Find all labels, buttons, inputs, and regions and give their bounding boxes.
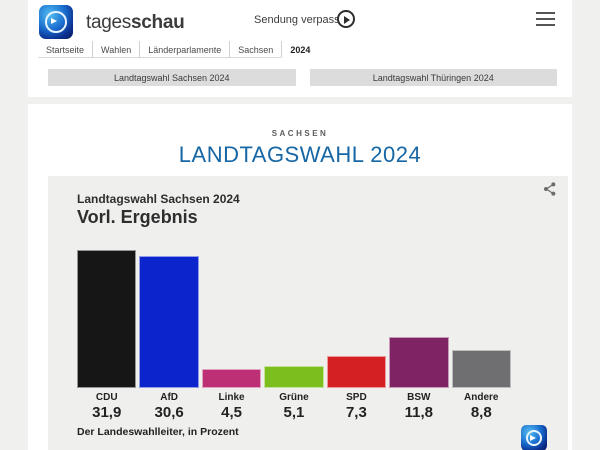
bar-andere: [451, 350, 511, 388]
nav-item-laenderparlamente[interactable]: Länderparlamente: [139, 41, 230, 58]
bar-value: 5,1: [283, 404, 305, 421]
bar-bsw: [389, 337, 449, 388]
bar-value: 11,8: [404, 404, 433, 421]
chart-column-linke: Linke 4,5: [201, 249, 262, 421]
nav-item-wahlen[interactable]: Wahlen: [92, 41, 140, 58]
bar-afd: [139, 256, 199, 388]
bar-value: 4,5: [221, 404, 242, 421]
page-header: tagesschau Sendung verpasst? Startseite …: [28, 0, 572, 97]
chart-column-cdu: CDU 31,9: [77, 249, 137, 421]
bar-label: AfD: [160, 392, 179, 403]
tab-landtagswahl-thueringen[interactable]: Landtagswahl Thüringen 2024: [309, 69, 557, 86]
bar-value: 8,8: [470, 404, 492, 421]
chart-title: Vorl. Ergebnis: [77, 207, 198, 227]
sendung-verpasst-label[interactable]: Sendung verpasst?: [254, 14, 349, 26]
tagesschau-logo: [521, 425, 547, 450]
bar-value: 31,9: [92, 404, 122, 421]
nav-item-2024[interactable]: 2024: [281, 41, 318, 58]
bar-label: Andere: [464, 392, 499, 403]
ard-globe-icon: [45, 11, 67, 33]
chart-column-spd: SPD 7,3: [326, 249, 387, 421]
bar-label: Grüne: [279, 392, 309, 403]
chart-source: Der Landeswahlleiter, in Prozent: [77, 426, 239, 438]
kicker-sachsen: SACHSEN: [271, 129, 329, 138]
tagesschau-logo[interactable]: [39, 5, 73, 39]
brand-bold: schau: [130, 12, 185, 33]
bar-chart: CDU 31,9 AfD 30,6 Linke 4,5 Grüne 5,1 SPD 7,3 BSW 1…: [77, 249, 511, 421]
chart-column-afd: AfD 30,6: [139, 249, 199, 421]
chart-column-andere: Andere 8,8: [451, 249, 511, 421]
brand-wordmark[interactable]: tagesschau: [86, 12, 185, 34]
bar-spd: [326, 356, 387, 388]
bar-cdu: [77, 250, 137, 388]
bar-label: BSW: [407, 392, 431, 403]
ard-globe-icon: [525, 429, 543, 447]
chart-column-grüne: Grüne 5,1: [264, 249, 324, 421]
nav-item-startseite[interactable]: Startseite: [38, 41, 93, 58]
tab-landtagswahl-sachsen[interactable]: Landtagswahl Sachsen 2024: [48, 69, 296, 86]
bar-value: 30,6: [154, 404, 184, 421]
election-tabs: Landtagswahl Sachsen 2024 Landtagswahl T…: [48, 69, 557, 86]
bar-label: Linke: [218, 392, 245, 403]
main-content: SACHSEN LANDTAGSWAHL 2024 Landtagswahl S…: [28, 104, 572, 450]
bar-grüne: [264, 366, 324, 388]
chart-columns: CDU 31,9 AfD 30,6 Linke 4,5 Grüne 5,1 SPD 7,3 BSW 1…: [77, 249, 511, 421]
share-icon[interactable]: [542, 181, 558, 197]
bar-label: SPD: [346, 392, 367, 403]
chart-column-bsw: BSW 11,8: [389, 249, 449, 421]
bar-label: CDU: [95, 392, 118, 403]
page-title: LANDTAGSWAHL 2024: [178, 142, 422, 167]
hamburger-menu-icon[interactable]: [536, 12, 555, 30]
breadcrumb: Startseite Wahlen Länderparlamente Sachs…: [38, 41, 318, 58]
bar-value: 7,3: [345, 404, 367, 421]
bar-linke: [201, 369, 262, 388]
play-icon[interactable]: [337, 10, 355, 28]
chart-subtitle: Landtagswahl Sachsen 2024: [77, 192, 240, 206]
brand-regular: tages: [86, 12, 131, 33]
nav-item-sachsen[interactable]: Sachsen: [229, 41, 282, 58]
result-chart-card: Landtagswahl Sachsen 2024 Vorl. Ergebnis…: [48, 176, 568, 450]
